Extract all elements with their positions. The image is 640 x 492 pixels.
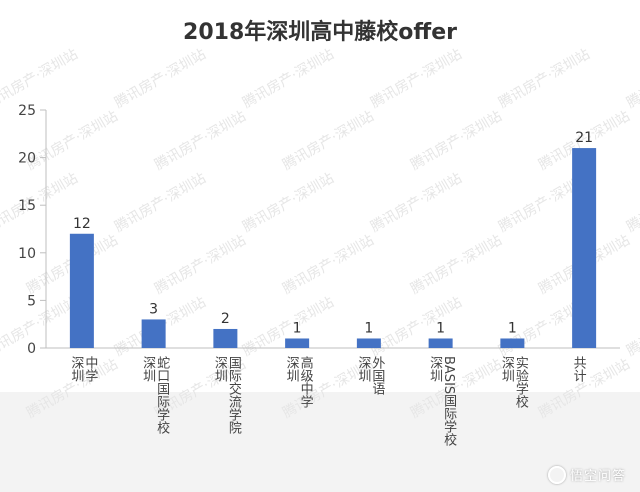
bar-value-label: 2: [221, 311, 230, 327]
y-tick-label: 25: [18, 103, 36, 119]
x-tick-label: 深圳蛇口国际学校: [140, 356, 170, 434]
watermark-text: 腾讯房产·深圳站: [24, 108, 121, 174]
brand-logo-icon: [547, 465, 566, 484]
bar-value-label: 12: [73, 216, 91, 232]
brand-text: 悟空问答: [569, 469, 626, 484]
watermark-text: 腾讯房产·深圳站: [0, 170, 81, 236]
watermark-text: 腾讯房产·深圳站: [368, 170, 465, 236]
bar: [69, 233, 94, 348]
watermark-text: 腾讯房产·深圳站: [368, 294, 465, 360]
x-tick-label: 深圳国际交流学院: [212, 356, 242, 434]
bars-layer: [69, 148, 597, 348]
bar-value-label: 21: [575, 130, 593, 146]
watermark-text: 腾讯房产·深圳站: [240, 46, 337, 112]
watermark-text: 腾讯房产·深圳站: [152, 232, 249, 298]
bar: [213, 328, 238, 348]
watermark-text: 腾讯房产·深圳站: [280, 108, 377, 174]
watermark-text: 腾讯房产·深圳站: [0, 46, 81, 112]
watermark-text: 腾讯房产·深圳站: [624, 46, 640, 112]
watermark-text: 腾讯房产·深圳站: [496, 46, 593, 112]
bar-value-label: 3: [149, 301, 158, 317]
watermark-text: 腾讯房产·深圳站: [624, 170, 640, 236]
bar: [428, 338, 453, 348]
bar: [572, 148, 597, 348]
watermark-text: 腾讯房产·深圳站: [0, 294, 81, 360]
watermark-text: 腾讯房产·深圳站: [112, 46, 209, 112]
labels-layer: 12 深圳中学 3 深圳蛇口国际学校 2 深圳国际交流学院 1 深圳高级中学 1 深圳外国语 1 深圳…: [68, 130, 593, 447]
watermark-text: 腾讯房产·深圳站: [624, 294, 640, 360]
bar: [285, 338, 310, 348]
watermark-text: 腾讯房产·深圳站: [112, 170, 209, 236]
y-tick-label: 20: [18, 151, 36, 167]
bar-value-label: 1: [436, 320, 445, 336]
bar: [141, 319, 166, 348]
x-tick-label: 深圳BASIS国际学校: [427, 356, 457, 447]
bar-value-label: 1: [293, 320, 302, 336]
y-tick-label: 15: [18, 198, 36, 214]
footer-band: [0, 392, 640, 492]
watermark-text: 腾讯房产·深圳站: [408, 232, 505, 298]
watermark-text: 腾讯房产·深圳站: [240, 294, 337, 360]
watermark-text: 腾讯房产·深圳站: [408, 108, 505, 174]
bar-value-label: 1: [364, 320, 373, 336]
y-tick-label: 5: [27, 293, 36, 309]
bar: [500, 338, 525, 348]
watermark-text: 腾讯房产·深圳站: [280, 232, 377, 298]
watermark-text: 腾讯房产·深圳站: [240, 170, 337, 236]
brand-watermark: 悟空问答: [547, 465, 626, 484]
x-tick-label: 深圳实验学校: [499, 356, 529, 408]
bar-value-label: 1: [508, 320, 517, 336]
y-tick-label: 10: [18, 246, 36, 262]
x-tick-label: 深圳中学: [68, 356, 98, 382]
watermark-text: 腾讯房产·深圳站: [152, 108, 249, 174]
x-tick-label: 深圳高级中学: [284, 355, 314, 408]
y-tick-label: 0: [27, 341, 36, 357]
x-tick-label: 共计: [571, 356, 587, 382]
chart-title: 2018年深圳高中藤校offer: [183, 20, 457, 45]
x-tick-label: 深圳外国语: [355, 356, 385, 395]
bar: [356, 338, 381, 348]
watermark-text: 腾讯房产·深圳站: [368, 46, 465, 112]
